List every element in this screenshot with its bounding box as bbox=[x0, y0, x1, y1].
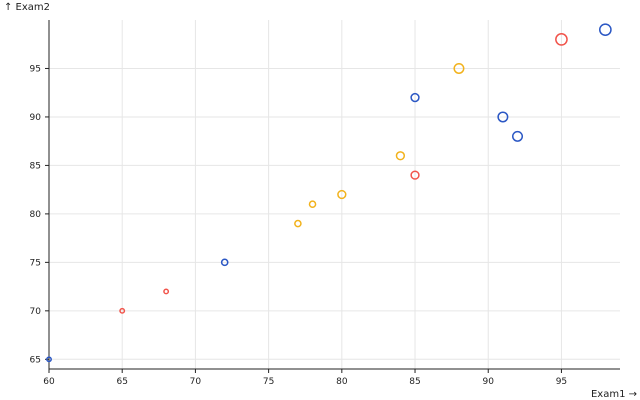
y-tick-label: 95 bbox=[30, 64, 41, 74]
scatter-point bbox=[599, 23, 612, 37]
x-tick-label: 80 bbox=[336, 377, 348, 387]
y-tick-label: 90 bbox=[30, 113, 42, 123]
x-tick-label: 70 bbox=[190, 377, 202, 387]
grid-layer bbox=[48, 20, 620, 369]
y-axis-title: ↑ Exam2 bbox=[4, 2, 50, 13]
y-tick-label: 75 bbox=[30, 258, 41, 268]
scatter-point bbox=[410, 92, 420, 103]
scatter-point bbox=[119, 307, 126, 314]
scatter-point bbox=[395, 151, 406, 161]
scatter-point bbox=[497, 111, 509, 123]
axis-layer: 60 65 70 75 80 85 90 95 65 70 75 80 85 90 95 bbox=[30, 20, 620, 387]
x-axis-title: Exam1 → bbox=[591, 389, 637, 400]
scatter-point bbox=[555, 33, 568, 46]
scatter-point bbox=[410, 170, 420, 180]
scatter-point bbox=[308, 200, 317, 208]
x-tick-label: 60 bbox=[43, 377, 55, 387]
scatter-point bbox=[294, 219, 302, 228]
y-tick-label: 80 bbox=[30, 210, 42, 220]
scatter-point bbox=[512, 130, 524, 142]
scatter-point bbox=[220, 258, 229, 267]
scatter-point bbox=[337, 189, 347, 200]
y-tick-label: 70 bbox=[30, 307, 42, 317]
x-tick-label: 95 bbox=[556, 377, 567, 387]
x-tick-label: 65 bbox=[116, 377, 127, 387]
scatter-point bbox=[46, 356, 52, 363]
y-tick-label: 85 bbox=[30, 161, 41, 171]
scatter-point bbox=[453, 62, 465, 74]
x-tick-label: 90 bbox=[483, 377, 495, 387]
scatter-point bbox=[163, 288, 170, 295]
points-layer bbox=[46, 23, 612, 363]
x-tick-label: 75 bbox=[263, 377, 274, 387]
x-tick-label: 85 bbox=[409, 377, 420, 387]
y-tick-label: 65 bbox=[30, 355, 41, 365]
